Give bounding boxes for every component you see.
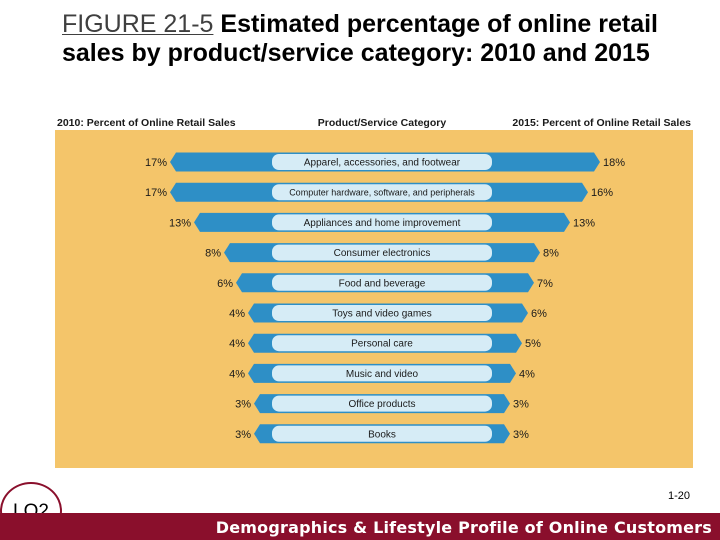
category-label: Books	[368, 429, 396, 440]
chart-container: 2010: Percent of Online Retail Sales Pro…	[55, 114, 693, 468]
slide-number: 1-20	[668, 490, 691, 502]
category-pill	[272, 365, 492, 382]
value-label-2010: 17%	[145, 187, 167, 199]
category-pill	[272, 305, 492, 321]
category-label: Personal care	[351, 339, 413, 350]
figure-label: FIGURE 21-5	[62, 10, 214, 38]
chart-rows: Apparel, accessories, and footwear 17% 18%…	[145, 152, 625, 444]
chart-panel	[55, 130, 693, 468]
category-pill	[272, 425, 492, 442]
chart-row: Appliances and home improvement 13% 13%	[169, 212, 595, 232]
value-label-2015: 5%	[525, 338, 541, 350]
value-label-2010: 4%	[229, 308, 245, 320]
value-label-2010: 17%	[145, 157, 167, 169]
value-label-2010: 13%	[169, 217, 191, 229]
category-pill	[272, 184, 492, 201]
value-label-2015: 18%	[603, 157, 625, 169]
chart-row: Books 3% 3%	[235, 424, 529, 444]
category-pill	[272, 154, 492, 170]
category-label: Music and video	[346, 369, 419, 380]
value-label-2015: 16%	[591, 187, 613, 199]
category-pill	[272, 395, 492, 412]
category-label: Food and beverage	[339, 278, 426, 289]
chart-row: Music and video 4% 4%	[229, 363, 535, 383]
category-label: Office products	[348, 399, 415, 410]
value-label-2010: 4%	[229, 338, 245, 350]
category-label: Apparel, accessories, and footwear	[304, 158, 461, 169]
value-label-2015: 4%	[519, 368, 535, 380]
footer-bar: Demographics & Lifestyle Profile of Onli…	[0, 513, 720, 540]
chart-row: Toys and video games 4% 6%	[229, 303, 547, 323]
value-label-2015: 7%	[537, 278, 553, 290]
category-pill	[272, 274, 492, 291]
center-column-header: Product/Service Category	[318, 117, 447, 129]
category-label: Computer hardware, software, and periphe…	[289, 188, 475, 198]
figure-caption: Estimated percentage of online retail sa…	[62, 10, 659, 67]
left-column-header: 2010: Percent of Online Retail Sales	[57, 117, 236, 129]
chart-row: Consumer electronics 8% 8%	[205, 243, 559, 263]
category-label: Appliances and home improvement	[304, 218, 461, 229]
category-pill	[272, 244, 492, 261]
value-label-2010: 3%	[235, 399, 251, 411]
value-label-2015: 6%	[531, 308, 547, 320]
category-label: Consumer electronics	[334, 248, 431, 259]
chart-row: Computer hardware, software, and periphe…	[145, 182, 613, 202]
value-label-2015: 3%	[513, 399, 529, 411]
category-label: Toys and video games	[332, 309, 432, 320]
chart-row: Apparel, accessories, and footwear 17% 18%	[145, 152, 625, 172]
category-pill	[272, 214, 492, 231]
value-label-2010: 4%	[229, 368, 245, 380]
chart-row: Food and beverage 6% 7%	[217, 273, 553, 293]
right-column-header: 2015: Percent of Online Retail Sales	[512, 117, 691, 129]
value-label-2010: 6%	[217, 278, 233, 290]
value-label-2010: 3%	[235, 429, 251, 441]
bar-chart: 2010: Percent of Online Retail Sales Pro…	[55, 114, 693, 468]
value-label-2015: 3%	[513, 429, 529, 441]
category-pill	[272, 335, 492, 352]
value-label-2015: 13%	[573, 217, 595, 229]
slide-title: FIGURE 21-5 Estimated percentage of onli…	[62, 10, 702, 68]
chart-row: Personal care 4% 5%	[229, 333, 541, 353]
value-label-2010: 8%	[205, 248, 221, 260]
chart-row: Office products 3% 3%	[235, 394, 529, 414]
value-label-2015: 8%	[543, 248, 559, 260]
footer-text: Demographics & Lifestyle Profile of Onli…	[215, 518, 712, 537]
chart-header-band	[55, 114, 693, 130]
